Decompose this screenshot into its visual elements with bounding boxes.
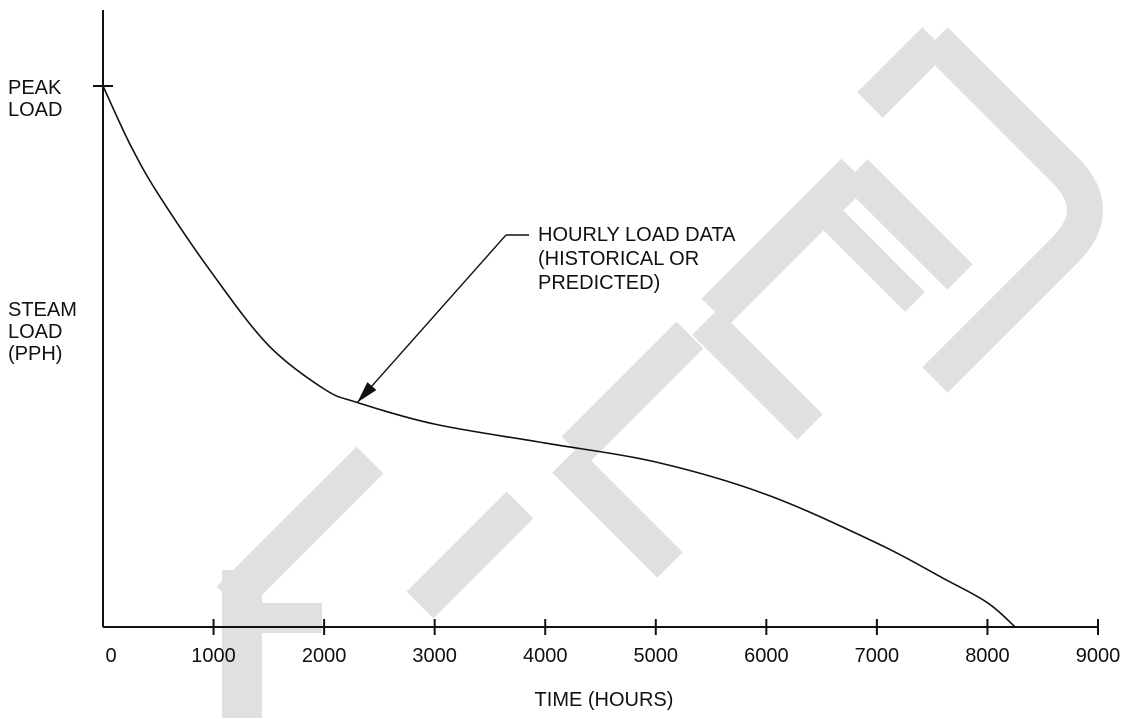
x-ticks (212, 619, 1099, 635)
x-tick-label: 0 (105, 645, 116, 667)
annotation: HOURLY LOAD DATA (HISTORICAL OR PREDICTE… (356, 224, 736, 403)
x-tick-label: 1000 (191, 645, 236, 667)
x-tick-label: 3000 (412, 645, 457, 667)
y-label-line-3: (PPH) (8, 343, 62, 365)
annotation-line-3: PREDICTED) (538, 272, 660, 294)
x-tick-labels: 0 1000 2000 3000 4000 5000 6000 7000 8000 9000 (105, 645, 1120, 667)
x-tick-label: 6000 (744, 645, 789, 667)
annotation-arrow-line (356, 234, 507, 403)
axis-labels: PEAK LOAD STEAM LOAD (PPH) TIME (HOURS) (8, 77, 673, 711)
load-curve-line (102, 85, 1016, 628)
peak-label-line-2: LOAD (8, 99, 62, 121)
x-tick-label: 2000 (302, 645, 347, 667)
annotation-arrowhead (357, 382, 377, 403)
annotation-line-1: HOURLY LOAD DATA (538, 224, 736, 246)
x-axis-label: TIME (HOURS) (535, 689, 674, 711)
y-label-line-1: STEAM (8, 299, 77, 321)
watermark-filled (216, 27, 1103, 718)
x-tick-label: 4000 (523, 645, 568, 667)
x-tick-label: 5000 (634, 645, 679, 667)
peak-label-line-1: PEAK (8, 77, 62, 99)
axes (93, 10, 1098, 628)
y-label-line-2: LOAD (8, 321, 62, 343)
x-tick-label: 8000 (965, 645, 1010, 667)
x-tick-label: 7000 (855, 645, 900, 667)
x-tick-label: 9000 (1076, 645, 1121, 667)
annotation-line-2: (HISTORICAL OR (538, 248, 699, 270)
